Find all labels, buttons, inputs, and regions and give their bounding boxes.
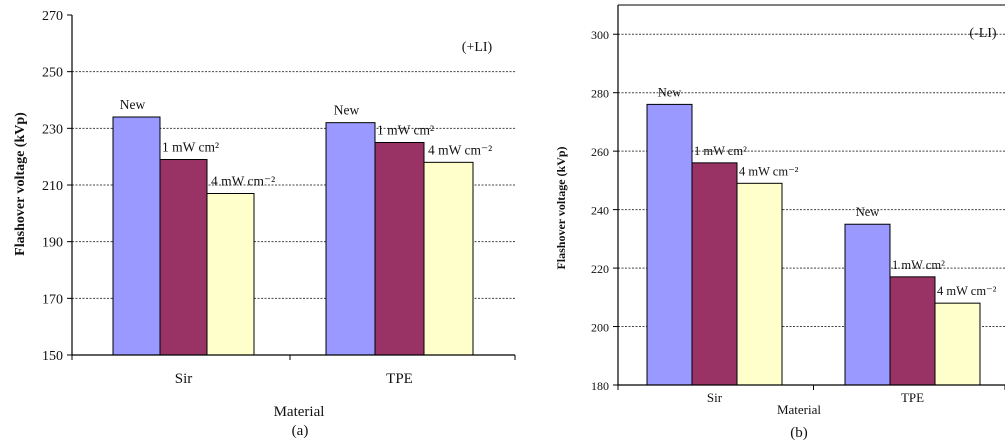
bar-annotation: 4 mW cm⁻² xyxy=(428,142,492,157)
bar-annotation: 1 mW cm² xyxy=(892,258,945,272)
category-label-tpe: TPE xyxy=(901,390,924,405)
y-tick-label: 250 xyxy=(42,66,63,81)
bar-annotation: 4 mW cm⁻² xyxy=(739,164,799,178)
chart-a-bars xyxy=(112,116,474,356)
bar-sir-series-2 xyxy=(206,193,255,356)
bar-tpe-series-2 xyxy=(423,161,474,356)
chart-a: 150 170 190 210 230 250 270 New 1 mW cm² 4 mW cm… xyxy=(13,9,516,439)
bar-sir-series-1 xyxy=(159,159,208,356)
y-tick-label: 150 xyxy=(42,349,63,364)
bar-annotation: 1 mW cm² xyxy=(694,144,747,158)
chart-a-y-axis-label: Flashover voltage (kVp) xyxy=(13,112,28,256)
bar-annotation: 1 mW cm² xyxy=(377,123,434,138)
y-tick-label: 260 xyxy=(591,145,609,159)
chart-b-bar-annotations: New 1 mW cm² 4 mW cm⁻² New 1 mW cm² 4 mW cm⁻² xyxy=(658,85,997,298)
bar-sir-series-0 xyxy=(112,116,161,356)
y-tick-label: 190 xyxy=(42,236,63,251)
category-label-sir: Sir xyxy=(175,371,193,387)
category-label-sir: Sir xyxy=(707,390,723,405)
chart-b-bars xyxy=(646,103,981,386)
chart-b-x-axis-label: Material xyxy=(777,402,821,417)
y-tick-label: 200 xyxy=(591,321,609,335)
y-tick-label: 170 xyxy=(42,292,63,307)
bar-tpe-series-1 xyxy=(889,276,936,386)
chart-b-tick-labels: 180 200 220 240 260 280 300 xyxy=(591,28,609,393)
chart-a-bar-annotations: New 1 mW cm² 4 mW cm⁻² New 1 mW cm² 4 mW cm⁻² xyxy=(120,97,492,189)
y-tick-label: 300 xyxy=(591,28,609,42)
y-tick-label: 210 xyxy=(42,179,63,194)
chart-a-category-labels: Sir TPE xyxy=(175,371,413,387)
chart-a-axes xyxy=(67,14,516,360)
chart-b-category-labels: Sir TPE xyxy=(707,390,924,405)
chart-a-corner-label: (+LI) xyxy=(462,40,493,55)
chart-b-y-axis-label: Flashover voltage (kVp) xyxy=(554,146,568,269)
category-label-tpe: TPE xyxy=(386,371,413,387)
chart-b-axes xyxy=(613,4,1005,390)
bar-annotation: 4 mW cm⁻² xyxy=(937,284,997,298)
bar-sir-series-2 xyxy=(736,182,783,386)
bar-tpe-series-1 xyxy=(374,142,425,356)
y-tick-label: 230 xyxy=(42,122,63,137)
chart-a-caption: (a) xyxy=(292,423,309,439)
bar-sir-series-0 xyxy=(646,103,693,386)
y-tick-label: 270 xyxy=(42,9,63,24)
y-tick-label: 280 xyxy=(591,87,609,101)
bar-tpe-series-2 xyxy=(934,302,981,386)
bar-annotation: 4 mW cm⁻² xyxy=(211,174,275,189)
y-tick-label: 220 xyxy=(591,262,609,276)
chart-b: 180 200 220 240 260 280 300 New 1 mW cm² 4 mW cm… xyxy=(554,4,1005,441)
bar-annotation: New xyxy=(120,97,146,112)
bar-annotation: 1 mW cm² xyxy=(162,140,219,155)
bar-annotation: New xyxy=(658,85,682,99)
chart-b-corner-label: (-LI) xyxy=(969,26,997,41)
bar-tpe-series-0 xyxy=(844,223,891,386)
y-tick-label: 240 xyxy=(591,204,609,218)
bar-tpe-series-0 xyxy=(325,122,376,356)
chart-a-tick-labels: 150 170 190 210 230 250 270 xyxy=(42,9,63,364)
bar-annotation: New xyxy=(334,103,360,118)
y-tick-label: 180 xyxy=(591,379,609,393)
chart-b-caption: (b) xyxy=(790,425,808,441)
chart-a-x-axis-label: Material xyxy=(274,404,325,420)
bar-annotation: New xyxy=(856,205,880,219)
bar-sir-series-1 xyxy=(691,162,738,386)
